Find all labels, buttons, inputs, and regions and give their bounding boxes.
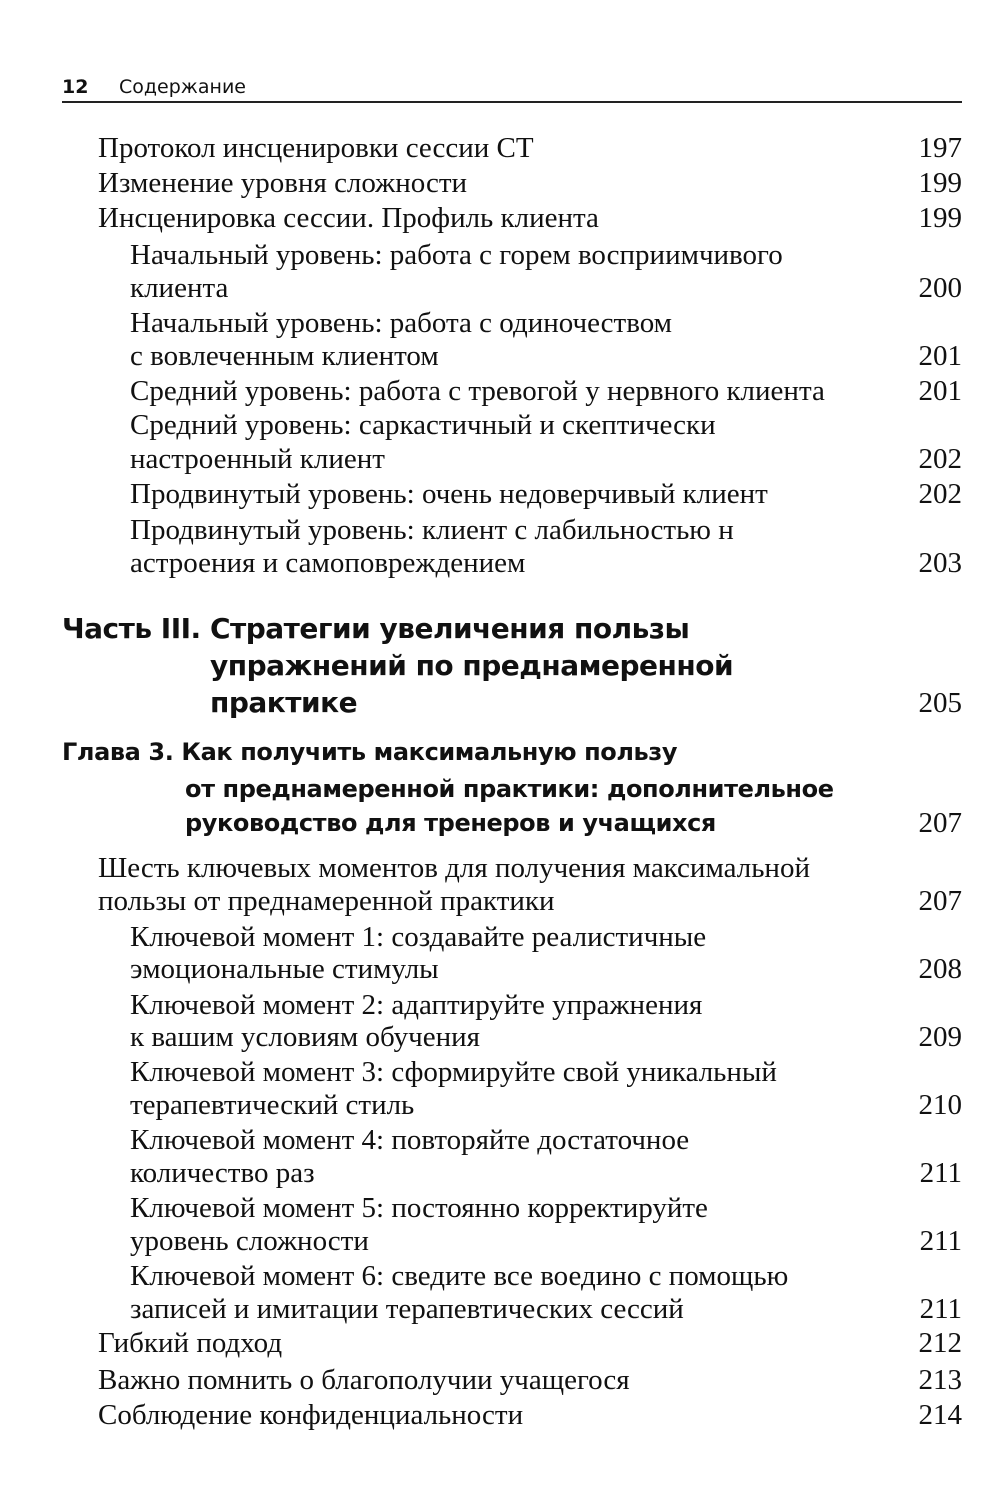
toc-entry-subsection-line: Ключевой момент 4: повторяйте достаточно…	[130, 1124, 690, 1156]
toc-entry-subsection-line: Средний уровень: саркастичный и скептиче…	[130, 409, 716, 441]
toc-entry-subsection-line: клиента	[130, 272, 229, 304]
toc-entry-subsection-line: к вашим условиям обучения	[130, 1021, 480, 1053]
toc-page-number: 207	[918, 807, 963, 839]
toc-page-number: 200	[918, 272, 963, 304]
toc-entry-subsection-line: терапевтический стиль	[130, 1089, 415, 1121]
page-number: 12	[62, 76, 89, 98]
toc-entry-chapter-line: от преднамеренной практики: дополнительн…	[185, 775, 834, 803]
running-title: Содержание	[119, 76, 246, 98]
toc-page-number: 211	[919, 1157, 962, 1189]
toc-entry-subsection-line: записей и имитации терапевтических сесси…	[130, 1293, 684, 1325]
toc-page-number: 213	[918, 1364, 963, 1396]
toc-entry-section-line: Шесть ключевых моментов для получения ма…	[98, 852, 810, 884]
toc-page-number: 201	[918, 340, 963, 372]
toc-entry-subsection-line: Начальный уровень: работа с одиночеством	[130, 307, 673, 339]
toc-entry-subsection-line: с вовлеченным клиентом	[130, 340, 439, 372]
toc-entry-subsection-line: Ключевой момент 6: сведите все воедино с…	[130, 1260, 789, 1292]
toc-entry-subsection-line: настроенный клиент	[130, 443, 385, 475]
toc-page-number: 205	[918, 687, 963, 719]
toc-page-number: 199	[918, 167, 963, 199]
toc-entry-subsection-line: Средний уровень: работа с тревогой у нер…	[130, 375, 825, 407]
toc-page-number: 214	[918, 1399, 963, 1431]
toc-page-number: 211	[919, 1225, 962, 1257]
toc-page-number: 203	[918, 547, 963, 579]
toc-entry-section-line: Соблюдение конфиденциальности	[98, 1399, 524, 1431]
toc-entry-section-line: Протокол инсценировки сессии СТ	[98, 132, 534, 164]
toc-entry-chapter-line: Глава 3. Как получить максимальную польз…	[62, 738, 678, 766]
toc-page-number: 209	[918, 1021, 963, 1053]
toc-entry-section-line: пользы от преднамеренной практики	[98, 885, 555, 917]
toc-entry-subsection-line: Ключевой момент 5: постоянно корректируй…	[130, 1192, 708, 1224]
running-header: 12 Содержание	[62, 74, 246, 100]
toc-entry-chapter-line: руководство для тренеров и учащихся	[185, 809, 716, 837]
header-rule	[62, 101, 962, 103]
toc-entry-part-line: Часть III. Стратегии увеличения пользы	[62, 612, 690, 645]
toc-page-number: 202	[918, 443, 963, 475]
toc-page-number: 208	[918, 953, 963, 985]
toc-entry-section-line: Гибкий подход	[98, 1327, 283, 1359]
toc-entry-subsection-line: количество раз	[130, 1157, 315, 1189]
toc-entry-subsection-line: Продвинутый уровень: клиент с лабильност…	[130, 514, 734, 546]
toc-entry-subsection-line: уровень сложности	[130, 1225, 369, 1257]
toc-entry-subsection-line: Ключевой момент 3: сформируйте свой уник…	[130, 1056, 777, 1088]
toc-entry-section-line: Изменение уровня сложности	[98, 167, 468, 199]
toc-entry-part-line: практике	[210, 686, 358, 719]
toc-entry-subsection-line: Ключевой момент 1: создавайте реалистичн…	[130, 921, 707, 953]
toc-page-number: 197	[918, 132, 963, 164]
toc-page-number: 211	[919, 1293, 962, 1325]
toc-entry-part-line: упражнений по преднамеренной	[210, 649, 734, 682]
toc-entry-section-line: Важно помнить о благополучии учащегося	[98, 1364, 630, 1396]
toc-page-number: 210	[918, 1089, 963, 1121]
toc-page-number: 199	[918, 202, 963, 234]
toc-entry-subsection-line: Ключевой момент 2: адаптируйте упражнени…	[130, 989, 703, 1021]
toc-page-number: 212	[918, 1327, 963, 1359]
toc-entry-subsection-line: Продвинутый уровень: очень недоверчивый …	[130, 478, 768, 510]
toc-page-number: 201	[918, 375, 963, 407]
toc-page-number: 207	[918, 885, 963, 917]
toc-entry-subsection-line: Начальный уровень: работа с горем воспри…	[130, 239, 783, 271]
toc-entry-subsection-line: эмоциональные стимулы	[130, 953, 439, 985]
toc-page-number: 202	[918, 478, 963, 510]
toc-entry-subsection-line: астроения и самоповреждением	[130, 547, 526, 579]
toc-entry-section-line: Инсценировка сессии. Профиль клиента	[98, 202, 599, 234]
